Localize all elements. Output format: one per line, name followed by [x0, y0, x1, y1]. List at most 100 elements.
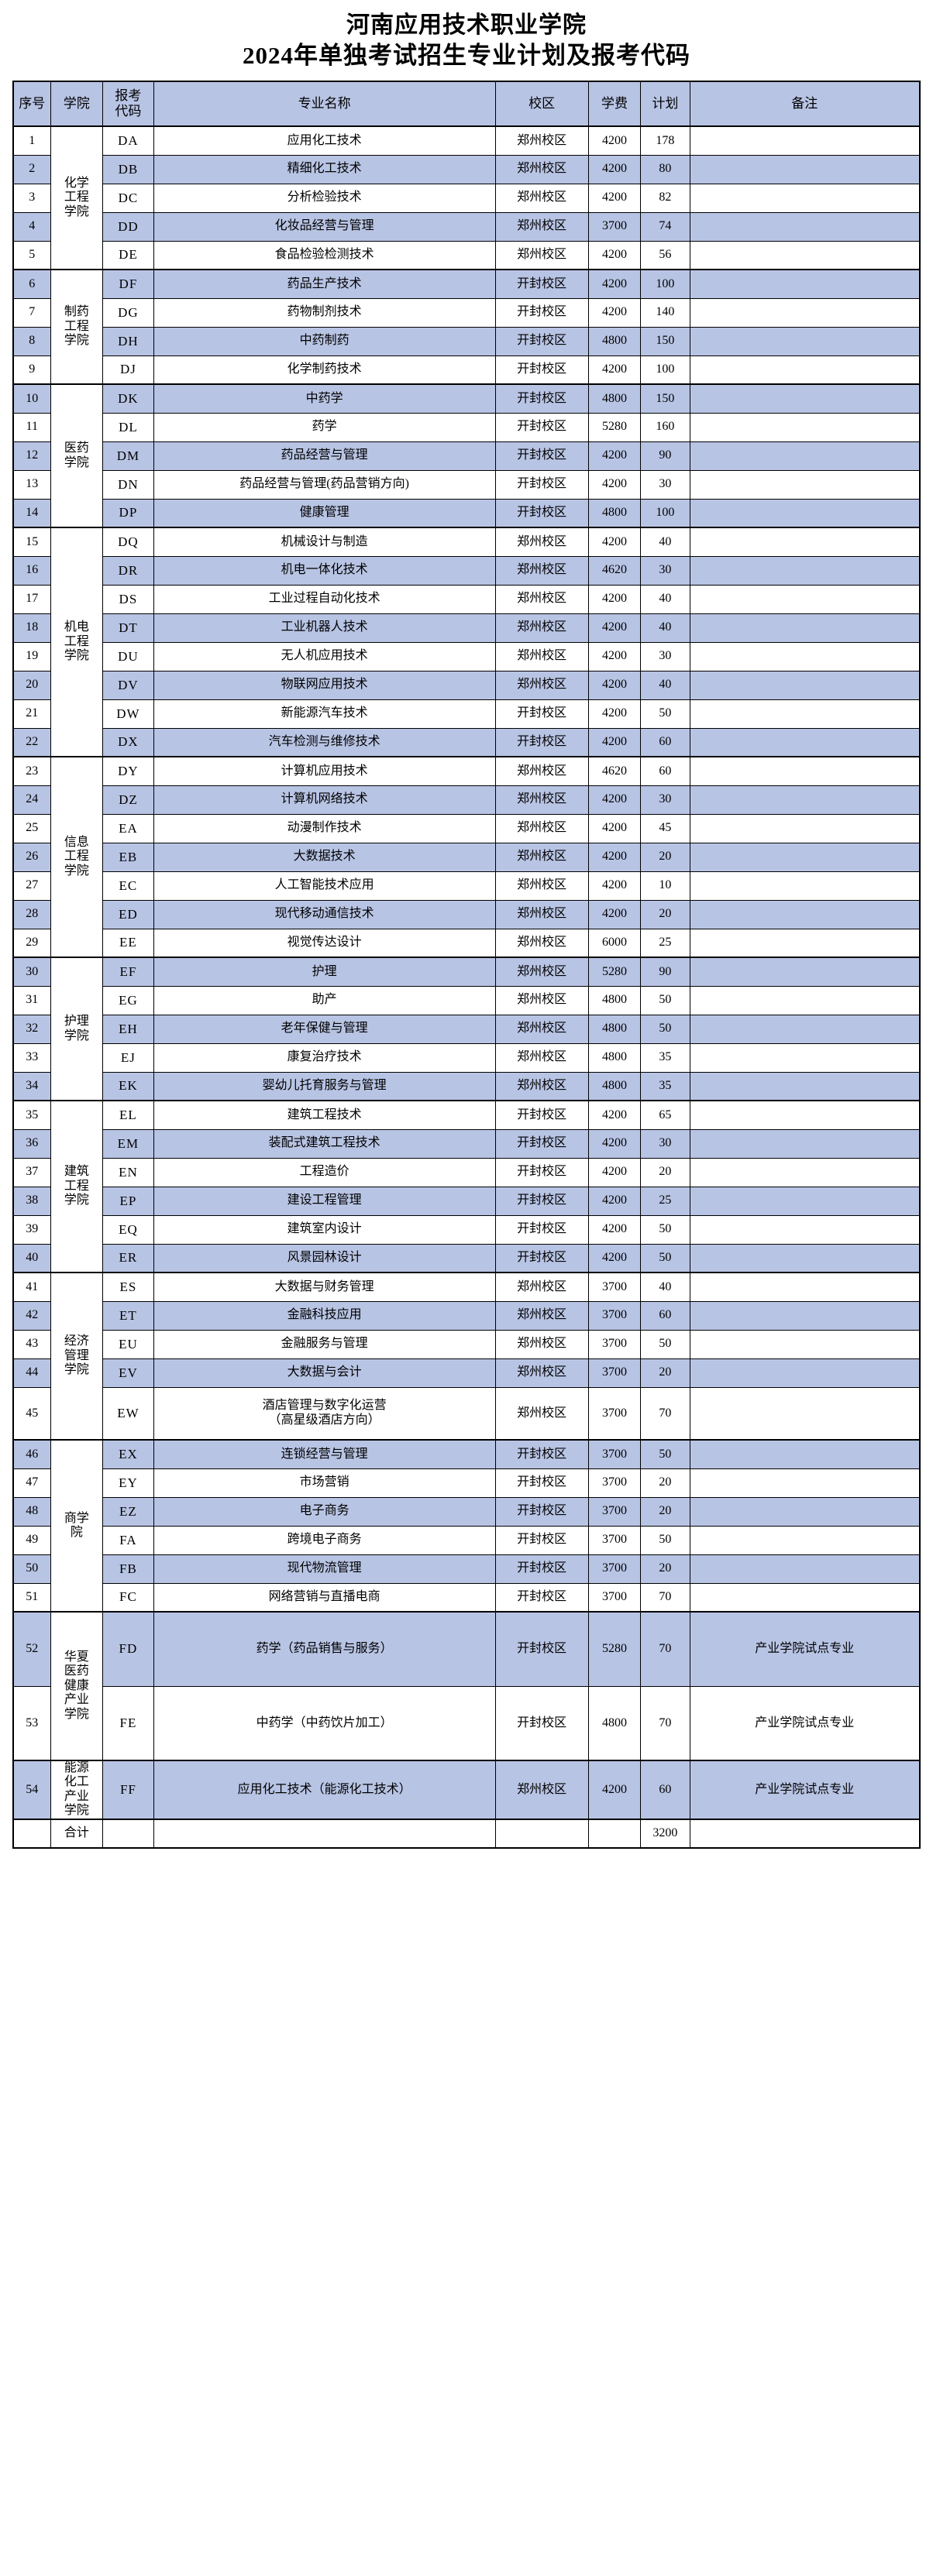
cell-plan-count: 50	[640, 1439, 690, 1469]
cell-major-name: 无人机应用技术	[153, 641, 496, 671]
cell-college: 信息 工程 学院	[50, 756, 104, 958]
college-name-segment: 学院	[64, 864, 89, 878]
cell-note	[689, 125, 921, 156]
cell-plan-count: 40	[640, 584, 690, 614]
cell-seq: 9	[12, 355, 51, 385]
table-row: 47 EY 市场营销 开封校区 3700 20	[12, 1468, 921, 1498]
cell-seq: 40	[12, 1243, 51, 1273]
cell-code: DM	[102, 441, 154, 471]
college-name-segment: 华夏	[64, 1650, 89, 1664]
cell-major-name: 药物制剂技术	[153, 297, 496, 328]
cell-major-name: 分析检验技术	[153, 183, 496, 213]
table-row: 54 能源 化工 产业 学院 FF 应用化工技术（能源化工技术） 郑州校区 4200 60 产业学院…	[12, 1760, 921, 1820]
cell-plan-count: 70	[640, 1611, 690, 1687]
cell-major-name: 金融科技应用	[153, 1300, 496, 1331]
cell-seq: 45	[12, 1386, 51, 1441]
cell-campus: 郑州校区	[494, 928, 589, 958]
table-row: 12 DM 药品经营与管理 开封校区 4200 90	[12, 441, 921, 471]
cell-note	[689, 469, 921, 500]
cell-campus: 开封校区	[494, 1496, 589, 1527]
cell-seq: 1	[12, 125, 51, 156]
cell-campus: 开封校区	[494, 383, 589, 414]
cell-plan-count: 150	[640, 326, 690, 356]
cell-note	[689, 1439, 921, 1469]
table-row: 49 FA 跨境电子商务 开封校区 3700 50	[12, 1525, 921, 1555]
cell-major-name: 应用化工技术	[153, 125, 496, 156]
cell-note	[689, 326, 921, 356]
college-name-segment: 化学	[64, 176, 89, 190]
cell-tuition-fee: 5280	[587, 1611, 642, 1687]
cell-major-name: 建设工程管理	[153, 1186, 496, 1216]
cell-plan-count: 35	[640, 1042, 690, 1073]
cell-plan-count: 50	[640, 1243, 690, 1273]
column-header-fee: 学费	[587, 81, 642, 127]
cell-tuition-fee: 4200	[587, 670, 642, 700]
cell-tuition-fee: 4800	[587, 326, 642, 356]
cell-code: DP	[102, 498, 154, 528]
college-name-segment: 学院	[64, 1707, 89, 1721]
cell-plan-count: 25	[640, 1186, 690, 1216]
cell-tuition-fee: 3700	[587, 1468, 642, 1498]
cell-tuition-fee: 3700	[587, 1358, 642, 1388]
college-name-segment: 能源	[64, 1761, 89, 1774]
table-row: 8 DH 中药制药 开封校区 4800 150	[12, 326, 921, 356]
table-row: 18 DT 工业机器人技术 郑州校区 4200 40	[12, 613, 921, 643]
cell-seq: 26	[12, 842, 51, 872]
table-row: 52 华夏 医药 健康 产业 学院 FD 药学（药品销售与服务） 开封校区 5280 70 产业学院试…	[12, 1611, 921, 1761]
college-name-segment: 工程	[64, 1179, 89, 1193]
cell-tuition-fee: 4200	[587, 469, 642, 500]
cell-plan-count: 35	[640, 1071, 690, 1101]
table-row: 24 DZ 计算机网络技术 郑州校区 4200 30	[12, 785, 921, 815]
cell-note	[689, 985, 921, 1015]
cell-tuition-fee: 4200	[587, 842, 642, 872]
cell-tuition-fee: 6000	[587, 928, 642, 958]
cell-campus: 郑州校区	[494, 613, 589, 643]
cell-major-name: 老年保健与管理	[153, 1014, 496, 1044]
total-major	[153, 1818, 496, 1849]
college-name-segment: 产业	[64, 1693, 89, 1707]
cell-campus: 郑州校区	[494, 183, 589, 213]
column-header-campus: 校区	[494, 81, 589, 127]
cell-seq: 29	[12, 928, 51, 958]
college-name-segment: 经济	[64, 1334, 89, 1348]
cell-seq: 48	[12, 1496, 51, 1527]
cell-plan-count: 25	[640, 928, 690, 958]
cell-seq: 18	[12, 613, 51, 643]
cell-note	[689, 1042, 921, 1073]
cell-major-name: 计算机网络技术	[153, 785, 496, 815]
table-row: 27 EC 人工智能技术应用 郑州校区 4200 10	[12, 871, 921, 901]
cell-note	[689, 1214, 921, 1245]
cell-plan-count: 90	[640, 441, 690, 471]
cell-tuition-fee: 3700	[587, 1496, 642, 1527]
cell-code: ET	[102, 1300, 154, 1331]
cell-note: 产业学院试点专业	[689, 1760, 921, 1820]
cell-plan-count: 60	[640, 1760, 690, 1820]
cell-plan-count: 140	[640, 297, 690, 328]
table-row: 32 EH 老年保健与管理 郑州校区 4800 50	[12, 1014, 921, 1044]
cell-seq: 31	[12, 985, 51, 1015]
cell-campus: 开封校区	[494, 1214, 589, 1245]
cell-plan-count: 50	[640, 1525, 690, 1555]
table-row: 15 机电 工程 学院 DQ 机械设计与制造 郑州校区 4200 40	[12, 527, 921, 757]
cell-plan-count: 100	[640, 355, 690, 385]
table-row: 4 DD 化妆品经营与管理 郑州校区 3700 74	[12, 211, 921, 242]
cell-seq: 33	[12, 1042, 51, 1073]
cell-note	[689, 154, 921, 184]
table-row: 37 EN 工程造价 开封校区 4200 20	[12, 1157, 921, 1187]
cell-campus: 开封校区	[494, 498, 589, 528]
column-header-major: 专业名称	[153, 81, 496, 127]
table-row: 19 DU 无人机应用技术 郑州校区 4200 30	[12, 641, 921, 671]
cell-code: EP	[102, 1186, 154, 1216]
cell-seq: 52	[12, 1611, 51, 1687]
college-name-segment: 学院	[64, 1804, 89, 1818]
cell-plan-count: 90	[640, 957, 690, 987]
college-name-segment: 机电	[64, 620, 89, 634]
table-row: 34 EK 婴幼儿托育服务与管理 郑州校区 4800 35	[12, 1071, 921, 1101]
cell-note	[689, 441, 921, 471]
cell-college: 商学院	[50, 1439, 104, 1613]
total-campus	[494, 1818, 589, 1849]
cell-code: DL	[102, 412, 154, 442]
cell-major-name: 药品生产技术	[153, 269, 496, 299]
college-name-segment: 学院	[64, 1363, 89, 1377]
cell-campus: 郑州校区	[494, 641, 589, 671]
